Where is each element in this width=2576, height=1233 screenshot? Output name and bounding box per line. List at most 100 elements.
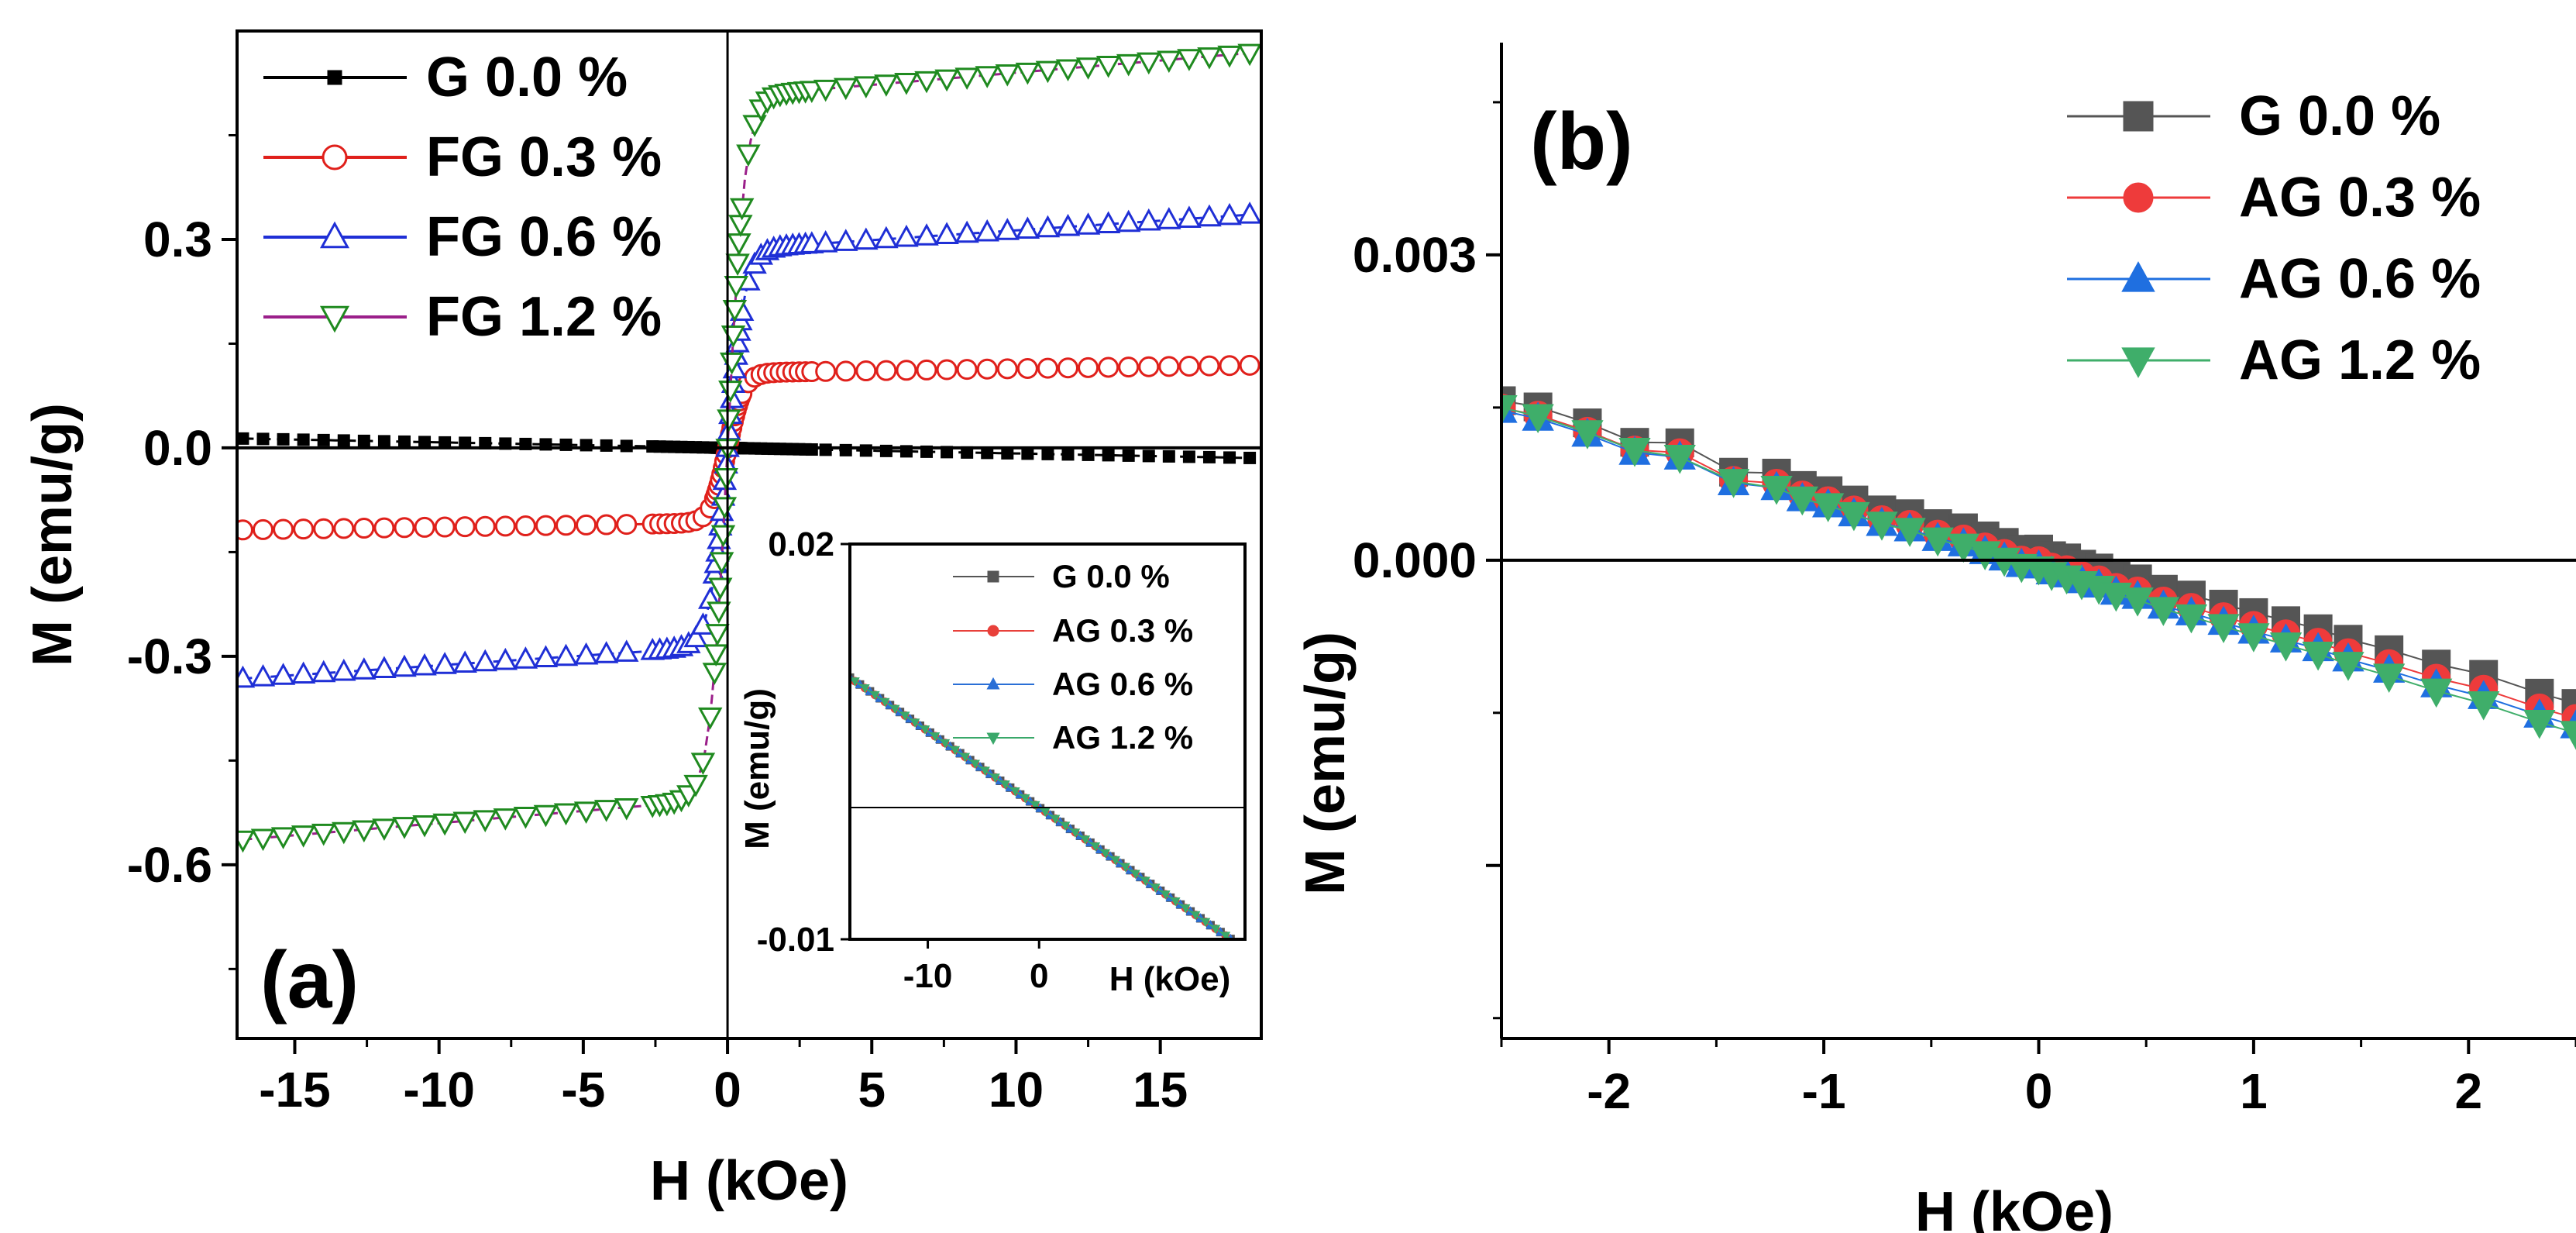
data-point (311, 660, 336, 683)
data-point (879, 697, 890, 708)
data-point (1217, 45, 1242, 68)
data-point (317, 433, 330, 446)
data-point (473, 810, 497, 832)
legend-item: FG 0.3 % (263, 126, 662, 188)
data-point (513, 646, 538, 669)
data-point (894, 73, 919, 95)
panel-a-label: (a) (260, 935, 359, 1025)
panel-a-y-axis-label: M (emu/g) (22, 403, 84, 666)
data-point (727, 233, 751, 256)
data-point (418, 436, 432, 449)
data-point (1118, 356, 1140, 378)
data-point (855, 360, 877, 382)
data-point (573, 801, 599, 824)
data-point (1035, 215, 1061, 238)
data-point (1210, 925, 1221, 935)
data-point (714, 468, 738, 491)
legend-label: FG 1.2 % (426, 286, 662, 348)
data-point (800, 81, 824, 103)
data-point (414, 516, 435, 538)
data-point (975, 219, 999, 242)
data-point (1150, 883, 1161, 893)
data-point (454, 516, 476, 538)
legend-marker (2121, 261, 2155, 292)
data-point (1760, 476, 1793, 505)
data-point (995, 64, 1020, 87)
data-point (493, 808, 518, 831)
legend-marker (987, 625, 999, 637)
legend-item: FG 0.6 % (263, 206, 662, 268)
data-point (1040, 808, 1051, 818)
data-point (352, 820, 377, 843)
x-tick-label: 0 (714, 1062, 741, 1118)
data-point (2523, 709, 2556, 739)
data-point (514, 515, 536, 537)
y-tick-label: -0.01 (757, 921, 834, 959)
data-point (250, 828, 276, 852)
data-point (452, 811, 477, 835)
data-point (1180, 904, 1191, 914)
data-point (920, 725, 930, 735)
data-point (683, 625, 708, 648)
panel-b-label: (b) (1530, 97, 1633, 187)
data-point (553, 643, 579, 666)
data-point (291, 661, 316, 684)
data-point (1082, 448, 1095, 461)
data-point (432, 652, 457, 674)
data-point (914, 223, 939, 246)
x-tick-label: 15 (1133, 1062, 1188, 1118)
data-point (333, 518, 355, 539)
x-tick-label: -10 (903, 957, 953, 995)
data-point (1200, 918, 1211, 928)
data-point (452, 650, 477, 673)
data-point (270, 663, 296, 685)
legend-item: G 0.0 % (2067, 85, 2440, 147)
data-point (934, 69, 959, 92)
data-point (1035, 60, 1061, 84)
data-point (1137, 52, 1161, 75)
x-tick-label: -10 (403, 1062, 475, 1118)
data-point (995, 218, 1020, 240)
data-point (1110, 856, 1120, 866)
y-tick-label: 0.000 (1353, 532, 1477, 588)
data-point (860, 684, 870, 694)
data-point (1075, 57, 1101, 80)
data-point (493, 647, 518, 670)
data-point (2332, 652, 2364, 681)
data-point (990, 773, 1000, 783)
data-point (728, 215, 753, 237)
data-point (1080, 835, 1091, 845)
data-point (970, 759, 980, 770)
data-point (1138, 356, 1160, 377)
data-point (293, 518, 315, 540)
legend-marker (327, 70, 342, 85)
data-point (1015, 62, 1040, 85)
x-tick-label: -15 (259, 1062, 331, 1118)
data-point (1102, 449, 1115, 462)
data-point (1050, 815, 1061, 825)
data-point (1947, 533, 1980, 563)
data-point (934, 222, 959, 245)
data-point (1070, 828, 1081, 838)
data-point (1075, 212, 1101, 235)
data-point (273, 518, 294, 540)
data-point (1000, 780, 1010, 790)
legend-label: FG 0.6 % (426, 206, 662, 268)
data-point (683, 774, 708, 797)
series-ag-1-2- (850, 677, 1241, 939)
data-point (1100, 849, 1111, 859)
data-point (1090, 842, 1101, 852)
data-point (2207, 614, 2240, 643)
data-point (1055, 213, 1081, 236)
data-point (1893, 518, 1926, 547)
data-point (1217, 202, 1242, 226)
data-point (874, 74, 899, 97)
data-point (960, 753, 971, 763)
data-point (253, 518, 274, 540)
legend-label: AG 1.2 % (1052, 719, 1193, 756)
data-point (1219, 355, 1240, 377)
data-point (291, 825, 316, 848)
data-point (835, 360, 857, 382)
data-point (1717, 469, 1750, 498)
